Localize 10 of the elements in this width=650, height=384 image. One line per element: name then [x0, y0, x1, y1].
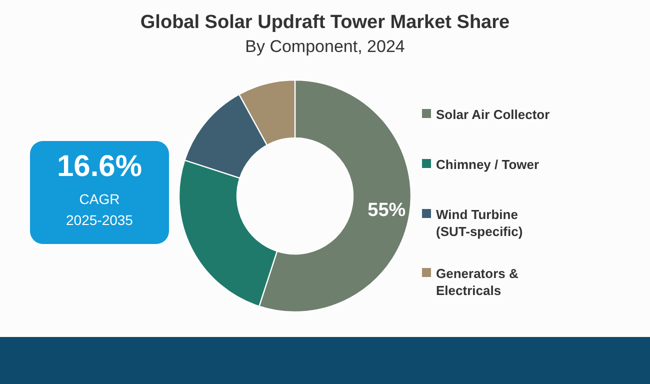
data-label: 55%	[368, 200, 406, 222]
chart-title: Global Solar Updraft Tower Market Share	[140, 12, 510, 33]
legend-label: Generators & Electricals	[436, 266, 518, 298]
text: 2025-2035	[66, 212, 134, 228]
text: CAGR	[79, 191, 120, 207]
legend-label: Chimney / Tower	[436, 156, 540, 172]
legend-label: Solar Air Collector	[436, 106, 550, 122]
legend-label: Wind Turbine (SUT-specific)	[436, 206, 523, 238]
text: 16.6%	[56, 150, 142, 183]
chart-subtitle: By Component, 2024	[245, 37, 405, 56]
